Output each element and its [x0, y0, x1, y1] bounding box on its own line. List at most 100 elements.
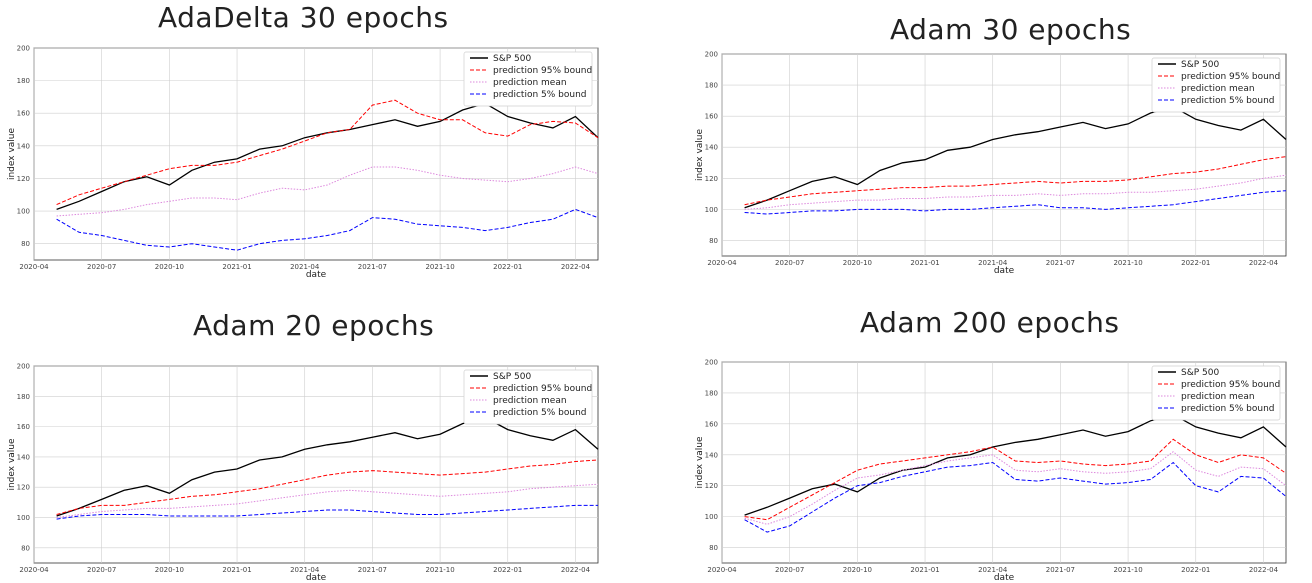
y-axis-label: index value [7, 128, 17, 181]
legend-label: S&P 500 [1181, 368, 1219, 378]
y-tick-label: 80 [709, 544, 718, 552]
y-tick-label: 80 [21, 240, 30, 248]
x-tick-label: 2021-07 [1046, 259, 1075, 267]
y-tick-label: 160 [17, 110, 30, 118]
series-line-2 [56, 166, 599, 217]
legend-label: S&P 500 [493, 372, 531, 382]
x-tick-label: 2020-04 [707, 259, 737, 267]
x-tick-label: 2020-04 [707, 566, 737, 574]
chart-adam-200: 80 100 120 140 160 180 200 2020-04 2020-07 2020-1… [695, 359, 1287, 583]
y-tick-label: 180 [705, 389, 718, 397]
y-tick-label: 140 [17, 453, 30, 461]
legend [1151, 365, 1281, 421]
x-axis-label: date [994, 573, 1015, 583]
x-tick-label: 2022-01 [493, 566, 522, 574]
y-tick-label: 200 [705, 359, 718, 367]
chart-title: Adam 20 epochs [193, 309, 435, 342]
y-tick-label: 120 [17, 175, 30, 183]
x-tick-label: 2022-04 [1249, 566, 1279, 574]
legend [1151, 57, 1281, 113]
y-tick-label: 120 [705, 482, 718, 490]
x-tick-label: 2021-10 [425, 263, 454, 271]
x-tick-label: 2021-01 [910, 259, 939, 267]
series-line-1 [56, 99, 599, 206]
series-line-1 [56, 459, 599, 515]
legend-label: prediction 5% bound [1181, 404, 1275, 414]
chart-title: Adam 200 epochs [860, 306, 1120, 339]
series-line-2 [56, 483, 599, 518]
legend-label: prediction 5% bound [493, 90, 587, 100]
x-tick-label: 2020-10 [843, 259, 872, 267]
chart-title: Adam 30 epochs [890, 13, 1132, 46]
y-tick-label: 180 [17, 77, 30, 85]
y-tick-label: 200 [17, 363, 30, 371]
y-tick-label: 160 [17, 423, 30, 431]
legend-label: prediction mean [1181, 392, 1255, 402]
series-line-3 [56, 208, 599, 251]
y-tick-label: 100 [17, 208, 30, 216]
y-tick-label: 120 [17, 484, 30, 492]
y-tick-label: 200 [17, 45, 30, 53]
series-line-2 [744, 451, 1287, 525]
y-tick-label: 180 [705, 82, 718, 90]
x-tick-label: 2021-04 [978, 566, 1008, 574]
x-tick-label: 2022-04 [561, 263, 591, 271]
y-tick-label: 100 [705, 513, 718, 521]
legend-label: prediction 95% bound [1181, 380, 1280, 390]
x-tick-label: 2021-01 [222, 263, 251, 271]
legend-label: prediction 95% bound [1181, 72, 1280, 82]
y-axis-label: index value [7, 438, 17, 491]
y-tick-label: 200 [705, 51, 718, 59]
x-tick-label: 2020-07 [87, 566, 116, 574]
x-tick-label: 2021-07 [358, 566, 387, 574]
x-tick-label: 2020-04 [19, 566, 49, 574]
x-tick-label: 2021-04 [978, 259, 1008, 267]
x-tick-label: 2021-10 [425, 566, 454, 574]
series-line-0 [56, 416, 599, 517]
legend-label: prediction 5% bound [493, 408, 587, 418]
chart-adam-30: 80 100 120 140 160 180 200 2020-04 2020-07 2020-1… [695, 51, 1287, 276]
y-tick-label: 80 [709, 237, 718, 245]
x-tick-label: 2022-01 [1181, 566, 1210, 574]
series-line-3 [744, 461, 1287, 533]
legend [463, 51, 593, 107]
x-tick-label: 2020-10 [155, 566, 184, 574]
series-line-3 [744, 190, 1287, 215]
y-tick-label: 120 [705, 175, 718, 183]
y-tick-label: 180 [17, 393, 30, 401]
y-tick-label: 140 [705, 451, 718, 459]
y-tick-label: 160 [705, 113, 718, 121]
x-tick-label: 2022-01 [493, 263, 522, 271]
chart-adadelta-30: 80 100 120 140 160 180 200 2020-04 2020-07 2020-1… [7, 45, 599, 280]
x-tick-label: 2020-10 [843, 566, 872, 574]
x-tick-label: 2021-01 [910, 566, 939, 574]
series-line-1 [744, 156, 1287, 206]
y-tick-label: 100 [17, 514, 30, 522]
x-tick-label: 2022-01 [1181, 259, 1210, 267]
x-tick-label: 2020-07 [775, 259, 804, 267]
series-line-0 [744, 106, 1287, 209]
series-line-3 [56, 504, 598, 520]
y-tick-label: 100 [705, 206, 718, 214]
legend-label: prediction 95% bound [493, 384, 592, 394]
legend-label: prediction 5% bound [1181, 96, 1275, 106]
series-line-2 [744, 174, 1287, 210]
x-axis-label: date [306, 573, 327, 583]
x-tick-label: 2021-10 [1113, 259, 1142, 267]
x-tick-label: 2020-07 [775, 566, 804, 574]
chart-title: AdaDelta 30 epochs [158, 1, 449, 34]
legend-label: S&P 500 [493, 54, 531, 64]
y-tick-label: 160 [705, 420, 718, 428]
y-tick-label: 80 [21, 544, 30, 552]
y-axis-label: index value [695, 129, 705, 182]
x-tick-label: 2021-04 [290, 263, 320, 271]
series-line-0 [56, 102, 599, 211]
legend-label: prediction mean [493, 396, 567, 406]
x-tick-label: 2022-04 [1249, 259, 1279, 267]
chart-adam-20: 80 100 120 140 160 180 200 2020-04 2020-07 2020-1… [7, 363, 599, 583]
x-tick-label: 2022-04 [561, 566, 591, 574]
legend-label: prediction 95% bound [493, 66, 592, 76]
x-tick-label: 2021-07 [1046, 566, 1075, 574]
series-line-0 [744, 413, 1287, 516]
x-axis-label: date [994, 266, 1015, 276]
